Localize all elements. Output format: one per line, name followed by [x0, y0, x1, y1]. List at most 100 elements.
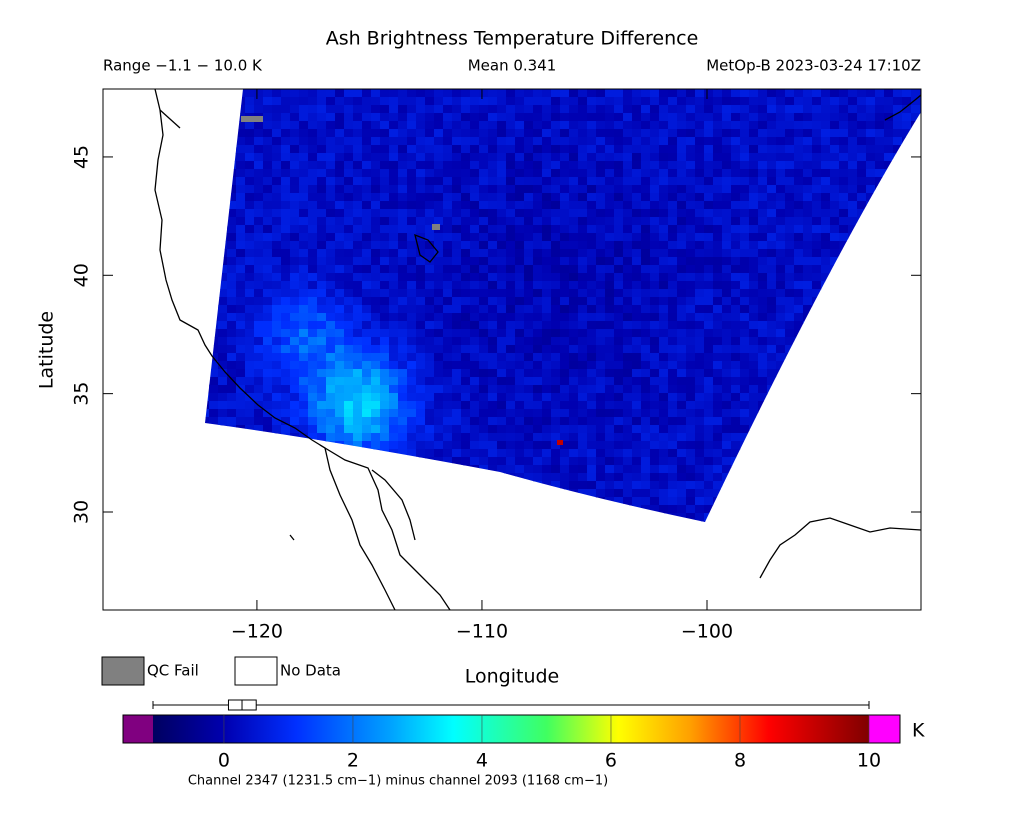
pixel — [205, 409, 210, 418]
pixel — [479, 305, 489, 314]
pixel — [209, 225, 219, 234]
pixel — [605, 113, 615, 122]
pixel — [218, 513, 228, 522]
pixel — [205, 113, 210, 122]
pixel — [686, 353, 696, 362]
pixel — [749, 137, 759, 146]
pixel — [578, 209, 588, 218]
pixel — [506, 481, 516, 490]
pixel — [533, 201, 543, 210]
pixel — [245, 225, 255, 234]
pixel — [227, 145, 237, 154]
pixel — [488, 401, 498, 410]
pixel — [902, 353, 912, 362]
pixel — [785, 409, 795, 418]
pixel — [812, 113, 822, 122]
mean-label: Mean 0.341 — [468, 57, 557, 75]
pixel — [533, 353, 543, 362]
pixel — [218, 473, 228, 482]
pixel — [506, 425, 516, 434]
pixel — [812, 369, 822, 378]
pixel — [443, 153, 453, 162]
pixel — [578, 161, 588, 170]
pixel — [533, 113, 543, 122]
pixel — [551, 337, 561, 346]
pixel — [587, 441, 597, 450]
pixel — [749, 425, 759, 434]
pixel — [452, 233, 462, 242]
pixel — [299, 233, 309, 242]
pixel — [434, 161, 444, 170]
pixel — [371, 449, 381, 458]
pixel — [371, 225, 381, 234]
pixel — [416, 361, 426, 370]
pixel — [524, 377, 534, 386]
pixel — [839, 417, 849, 426]
pixel — [605, 145, 615, 154]
pixel — [308, 185, 318, 194]
pixel — [227, 209, 237, 218]
pixel — [245, 161, 255, 170]
pixel — [650, 281, 660, 290]
pixel — [866, 345, 876, 354]
pixel — [272, 113, 282, 122]
pixel — [902, 457, 912, 466]
pixel — [794, 281, 804, 290]
pixel — [488, 433, 498, 442]
pixel — [641, 313, 651, 322]
pixel — [443, 297, 453, 306]
pixel — [407, 353, 417, 362]
pixel — [758, 113, 768, 122]
pixel — [749, 481, 759, 490]
pixel — [812, 233, 822, 242]
pixel — [902, 305, 912, 314]
pixel — [506, 321, 516, 330]
pixel — [335, 289, 345, 298]
pixel — [812, 457, 822, 466]
pixel — [677, 153, 687, 162]
pixel — [263, 265, 273, 274]
pixel — [605, 97, 615, 106]
pixel — [731, 505, 741, 514]
pixel — [776, 105, 786, 114]
pixel — [794, 265, 804, 274]
pixel — [659, 129, 669, 138]
pixel — [533, 481, 543, 490]
pixel — [758, 321, 768, 330]
pixel — [650, 265, 660, 274]
pixel — [542, 177, 552, 186]
pixel — [866, 449, 876, 458]
pixel — [767, 425, 777, 434]
pixel — [263, 121, 273, 130]
pixel — [785, 401, 795, 410]
pixel — [254, 409, 264, 418]
pixel — [569, 337, 579, 346]
pixel — [704, 417, 714, 426]
pixel — [425, 153, 435, 162]
pixel — [254, 153, 264, 162]
pixel — [812, 169, 822, 178]
pixel — [830, 409, 840, 418]
pixel — [650, 129, 660, 138]
pixel — [812, 417, 822, 426]
pixel — [569, 505, 579, 514]
pixel — [389, 273, 399, 282]
pixel — [380, 145, 390, 154]
pixel — [830, 497, 840, 506]
pixel — [254, 193, 264, 202]
pixel — [668, 201, 678, 210]
pixel — [227, 217, 237, 226]
pixel — [848, 113, 858, 122]
pixel — [218, 465, 228, 474]
pixel — [587, 209, 597, 218]
pixel — [596, 233, 606, 242]
pixel — [821, 137, 831, 146]
pixel — [704, 121, 714, 130]
pixel — [812, 129, 822, 138]
pixel — [443, 289, 453, 298]
pixel — [605, 153, 615, 162]
pixel — [416, 249, 426, 258]
pixel — [227, 113, 237, 122]
pixel — [740, 129, 750, 138]
pixel — [632, 457, 642, 466]
